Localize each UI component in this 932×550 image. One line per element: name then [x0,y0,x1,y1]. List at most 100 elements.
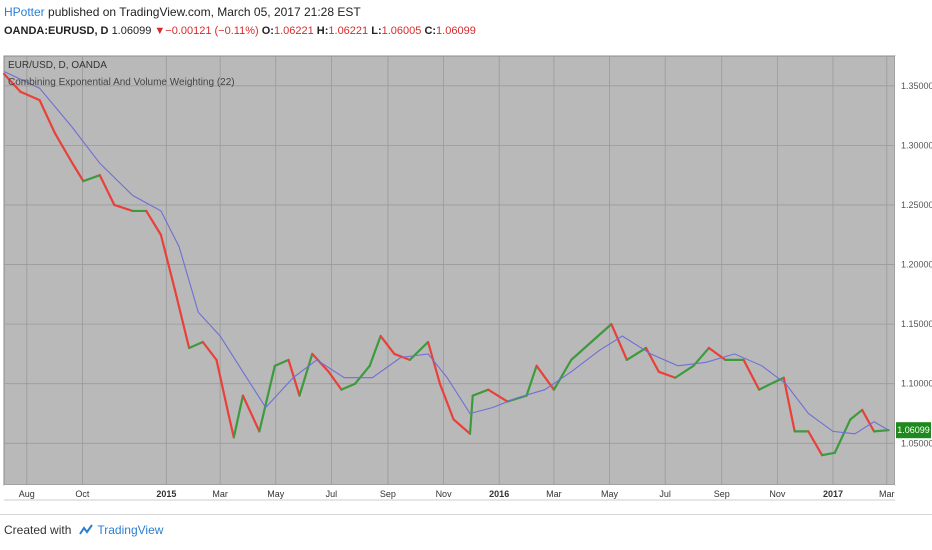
price-segment [438,382,455,421]
tradingview-logo-icon [79,524,94,535]
price-segment [19,90,41,102]
x-tick-label: Mar [212,489,228,499]
price-segment [570,340,593,361]
x-tick-label: May [267,489,285,499]
footer: Created with TradingView [4,523,163,537]
low-label: L: [371,25,382,37]
price-segment [298,352,314,397]
high-label: H: [316,25,329,37]
created-with-text: Created with [4,523,72,537]
x-tick-label: May [601,489,619,499]
close-label: C: [424,25,437,37]
price-segment [861,408,876,433]
y-tick-label: 1.35000 [901,81,932,91]
x-tick-label: Sep [380,489,396,499]
price-segment [471,388,490,397]
price-segment [38,98,57,135]
x-tick-label: Mar [546,489,562,499]
price-segment [849,408,864,421]
x-tick-label: Nov [769,489,786,499]
last-price-label: 1.06099 [897,425,930,435]
plot-area [3,55,896,486]
price-segment [379,334,396,356]
price-segment [742,358,761,391]
x-tick-label: 2015 [156,489,176,499]
price-segment [232,394,245,439]
indicator-label: Combining Exponential And Volume Weighti… [8,77,235,88]
price-segment [426,340,442,385]
price-segment [327,370,343,391]
price-segment [833,418,852,454]
x-tick-label: 2016 [489,489,509,499]
last-price-badge [896,422,931,439]
price-segment [215,358,230,415]
x-tick-label: Aug [19,489,35,499]
author-link[interactable]: HPotter [4,5,45,19]
price-segment [468,394,474,435]
price-segment [159,233,176,290]
price-segment [188,340,204,350]
price-segment [227,412,235,439]
tradingview-link[interactable]: TradingView [97,523,164,537]
price-segment [82,174,101,183]
price-segment [201,340,218,361]
price-segment [241,394,261,433]
price-segment [820,451,836,457]
open-label: O: [261,25,274,37]
price-segment [625,346,648,361]
price-segment [782,376,796,433]
price-segment [258,364,276,433]
price-segment [657,370,677,379]
price-segment [354,364,371,385]
price-segment [552,358,573,391]
price-segment [674,364,695,379]
published-text: published on TradingView.com, March 05, … [48,5,361,19]
price-segment [53,132,74,165]
low-value: 1.06005 [381,25,422,37]
price-segment [368,334,382,367]
close-value: 1.06099 [436,25,476,37]
price-segment [692,346,711,367]
footer-divider [0,514,932,515]
last-price: 1.06099 [111,25,152,37]
y-tick-label: 1.30000 [901,140,932,150]
chart-title: EUR/USD, D, OANDA [8,60,107,71]
price-segment [145,209,162,236]
x-tick-label: Nov [436,489,453,499]
y-tick-label: 1.25000 [901,200,932,210]
price-segment [71,162,85,183]
price-segment [2,72,22,93]
price-segment [287,358,301,397]
price-segment [807,430,824,457]
y-tick-label: 1.10000 [901,379,932,389]
x-tick-label: Jul [659,489,671,499]
y-tick-label: 1.15000 [901,319,932,329]
high-value: 1.06221 [328,25,369,37]
publish-info: HPotter published on TradingView.com, Ma… [4,5,361,19]
y-tick-label: 1.20000 [901,260,932,270]
time-axis [4,485,895,500]
price-segment [452,418,472,435]
price-segment [98,174,116,207]
price-segment [872,429,890,433]
indicator-line [3,71,889,435]
price-segment [590,323,613,344]
price-segment [273,358,290,367]
x-tick-label: Mar [879,489,895,499]
symbol-info-bar: OANDA:EURUSD, D 1.06099 ▼−0.00121 (−0.11… [4,25,476,37]
x-tick-label: Jul [326,489,338,499]
open-value: 1.06221 [273,25,314,37]
price-segment [113,203,134,213]
price-segment [758,382,773,391]
price-segment [408,340,430,361]
price-segment [610,323,628,361]
price-segment [173,287,191,350]
price-segment [525,364,538,397]
x-tick-label: Oct [75,489,90,499]
price-segment [340,382,357,391]
price-chart[interactable]: 1.35000 1.30000 1.25000 1.20000 1.15000 1.100… [0,48,932,508]
x-tick-label: 2017 [823,489,843,499]
down-arrow-icon: ▼ [154,25,166,37]
y-tick-label: 1.05000 [901,438,932,448]
price-segment [487,388,509,403]
